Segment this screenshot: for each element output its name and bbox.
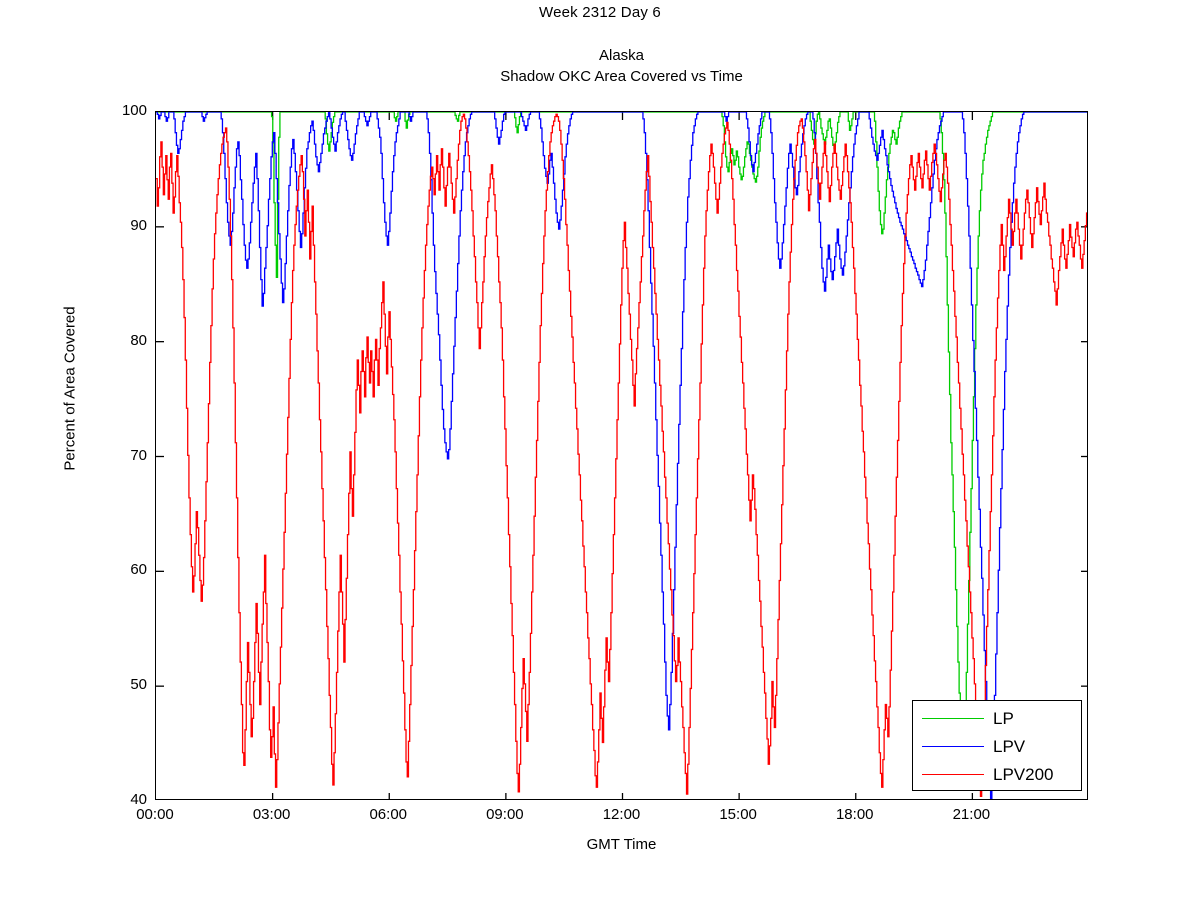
y-axis-tick-labels: 40 50 60 70 80 90 100 [97,102,147,808]
y-tick-label: 70 [130,446,147,464]
legend-swatch-lpv-icon [922,746,984,747]
x-axis-tick-labels: 00:00 03:00 06:00 09:00 12:00 15:00 18:00 21:00 [0,806,1200,830]
series-line-lpv [156,112,1087,799]
legend-swatch-lpv200-icon [922,774,984,775]
legend-item-lpv200[interactable]: LPV200 [913,761,1083,789]
x-tick-label: 12:00 [602,806,641,823]
x-tick-label: 00:00 [136,806,174,823]
x-tick-label: 03:00 [252,806,291,823]
x-tick-label: 09:00 [486,806,524,823]
x-tick-label: 21:00 [952,806,991,823]
legend-box[interactable]: LP LPV LPV200 [912,700,1082,791]
legend-item-lp[interactable]: LP [913,705,1083,733]
legend-label: LP [993,709,1014,728]
axes-title-line1: Alaska [598,47,645,64]
legend-swatch-lp-icon [922,718,984,719]
y-tick-label: 50 [130,676,147,694]
y-tick-label: 80 [130,331,147,349]
x-tick-label: 06:00 [369,806,408,823]
x-tick-label: 15:00 [719,806,757,823]
y-tick-label: 40 [130,791,147,808]
figure-suptitle: Week 2312 Day 6 [539,4,661,21]
axes-title: Alaska Shadow OKC Area Covered vs Time [155,45,1088,87]
legend-label: LPV200 [993,765,1054,784]
series-line-lpv200 [156,113,1087,798]
y-tick-label: 60 [130,561,147,579]
y-tick-label: 100 [121,102,147,119]
x-tick-label: 18:00 [835,806,874,823]
axes-title-line2: Shadow OKC Area Covered vs Time [500,68,743,85]
legend-item-lpv[interactable]: LPV [913,733,1083,761]
plot-area [155,111,1088,800]
series-line-lp [156,112,1087,772]
legend-label: LPV [993,737,1026,756]
y-axis-title: Percent of Area Covered [61,306,79,471]
data-series-group [156,112,1087,799]
series-canvas [156,112,1087,799]
x-tick-marks [271,112,974,799]
x-axis-title: GMT Time [586,836,657,853]
y-tick-label: 90 [130,216,147,234]
